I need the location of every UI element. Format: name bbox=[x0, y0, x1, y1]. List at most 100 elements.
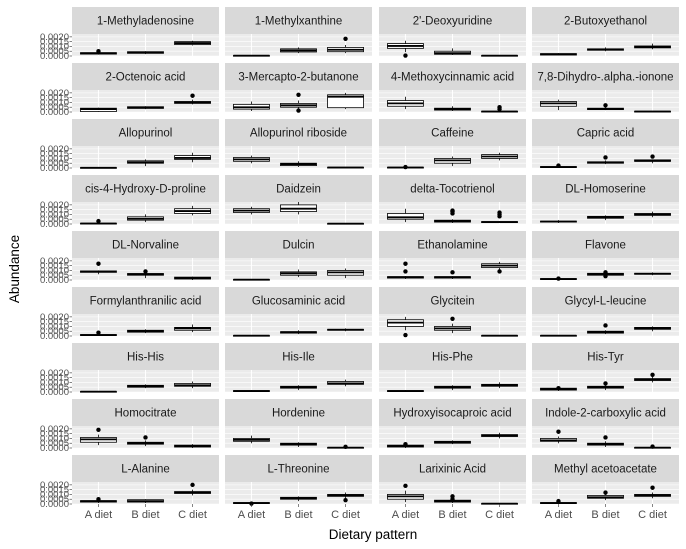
facet-title: Formylanthranilic acid bbox=[90, 296, 202, 308]
facet-strip bbox=[72, 399, 219, 426]
facet-strip bbox=[532, 287, 679, 314]
facet-strip bbox=[72, 231, 219, 258]
outlier-point bbox=[603, 270, 608, 275]
facet-panel: DL-Homoserine bbox=[532, 175, 679, 225]
boxplot-box bbox=[327, 379, 364, 387]
y-tick-label: 0.0010 bbox=[40, 377, 69, 388]
facet-panel: Hordenine bbox=[225, 399, 372, 450]
facet-title: Caffeine bbox=[431, 128, 474, 140]
y-tick-label: 0.0010 bbox=[40, 433, 69, 444]
y-tick-label: 0.0015 bbox=[40, 37, 69, 48]
boxplot-box bbox=[387, 261, 424, 280]
boxplot-box bbox=[233, 278, 270, 281]
facet-panel: 2-Butoxyethanol bbox=[532, 7, 679, 57]
outlier-point bbox=[650, 444, 655, 449]
boxplot-box bbox=[174, 482, 211, 496]
y-tick-label: 0.0020 bbox=[40, 312, 69, 323]
boxplot-box bbox=[434, 440, 471, 445]
outlier-point bbox=[603, 155, 608, 160]
boxplot-box bbox=[233, 54, 270, 57]
outlier-point bbox=[403, 332, 408, 338]
outlier-point bbox=[403, 441, 408, 447]
boxplot-box bbox=[481, 105, 518, 113]
facet-strip bbox=[225, 399, 372, 426]
outlier-point bbox=[603, 103, 608, 108]
facet-title: His-Phe bbox=[432, 352, 473, 364]
y-tick-label: 0.0005 bbox=[40, 494, 69, 505]
boxplot-box bbox=[280, 442, 317, 448]
x-tick-label: B diet bbox=[284, 509, 312, 521]
facet-title: Flavone bbox=[585, 240, 626, 252]
y-tick-label: 0.0020 bbox=[40, 256, 69, 267]
boxplot-box bbox=[127, 269, 164, 279]
boxplot-box bbox=[127, 159, 164, 167]
boxplot-box bbox=[434, 385, 471, 391]
boxplot-box bbox=[481, 261, 518, 274]
outlier-point bbox=[556, 276, 561, 281]
boxplot-box bbox=[387, 96, 424, 110]
facet-title: Glycyl-L-leucine bbox=[565, 296, 647, 308]
boxplot-box bbox=[634, 485, 671, 499]
facet-title: 2-Butoxyethanol bbox=[564, 16, 647, 28]
facet-strip bbox=[379, 287, 526, 314]
facet-strip bbox=[379, 7, 526, 34]
y-tick-label: 0.0005 bbox=[40, 270, 69, 281]
boxplot-box bbox=[540, 276, 577, 281]
boxplot-box bbox=[127, 499, 164, 504]
boxplot-box bbox=[174, 205, 211, 216]
y-tick-label: 0.0015 bbox=[40, 317, 69, 328]
boxplot-box bbox=[481, 334, 518, 337]
boxplot-box bbox=[634, 154, 671, 164]
outlier-point bbox=[96, 218, 101, 224]
outlier-point bbox=[603, 490, 608, 495]
y-tick-label: 0.0005 bbox=[40, 46, 69, 57]
facet-title: 1-Methylxanthine bbox=[255, 16, 343, 28]
facet-title: 3-Mercapto-2-butanone bbox=[238, 72, 358, 84]
facet-title: Glycitein bbox=[430, 296, 474, 308]
boxplot-box bbox=[80, 166, 117, 169]
boxplot-box bbox=[280, 47, 317, 54]
box-iqr bbox=[387, 213, 424, 220]
x-tick-label: C diet bbox=[178, 509, 207, 521]
facet-panel: DL-Norvaline 0.00000.00050.00100.00150.00… bbox=[40, 231, 219, 286]
outlier-point bbox=[450, 208, 455, 213]
boxplot-box bbox=[387, 164, 424, 170]
boxplot-box bbox=[80, 261, 117, 275]
boxplot-box bbox=[434, 270, 471, 280]
facet-strip bbox=[225, 231, 372, 258]
boxplot-box bbox=[481, 210, 518, 224]
facet-strip bbox=[532, 343, 679, 370]
facet-panel: 1-Methylxanthine bbox=[225, 7, 372, 57]
boxplot-box bbox=[174, 444, 211, 448]
y-tick-label: 0.0015 bbox=[40, 205, 69, 216]
outlier-point bbox=[96, 261, 101, 266]
x-tick-label: B diet bbox=[438, 509, 466, 521]
boxplot-box bbox=[233, 435, 270, 444]
outlier-point bbox=[96, 49, 101, 54]
y-tick-label: 0.0010 bbox=[40, 489, 69, 500]
y-tick-label: 0.0010 bbox=[40, 209, 69, 220]
y-tick-label: 0.0010 bbox=[40, 265, 69, 276]
x-tick-label: C diet bbox=[638, 509, 667, 521]
boxplot-box bbox=[540, 429, 577, 444]
boxplot-box bbox=[80, 390, 117, 393]
boxplot-box bbox=[587, 103, 624, 111]
boxplot-box bbox=[327, 444, 364, 450]
y-tick-label: 0.0005 bbox=[40, 214, 69, 225]
facet-panel: Daidzein bbox=[225, 175, 372, 225]
facet-panel: delta-Tocotrienol bbox=[379, 175, 526, 225]
boxplot-box bbox=[387, 40, 424, 58]
boxplot-box bbox=[634, 272, 671, 276]
boxplot-box bbox=[540, 163, 577, 168]
boxplot-box bbox=[80, 218, 117, 225]
facet-title: His-Ile bbox=[282, 352, 315, 364]
facet-strip bbox=[379, 455, 526, 482]
outlier-point bbox=[296, 108, 301, 113]
outlier-point bbox=[450, 494, 455, 499]
facet-title: Allopurinol bbox=[119, 128, 173, 140]
boxplot-box bbox=[634, 110, 671, 113]
boxplot-box bbox=[481, 152, 518, 161]
boxplot-box bbox=[327, 492, 364, 503]
boxplot-box bbox=[587, 435, 624, 448]
facet-title: Hydroxyisocaproic acid bbox=[393, 408, 511, 420]
